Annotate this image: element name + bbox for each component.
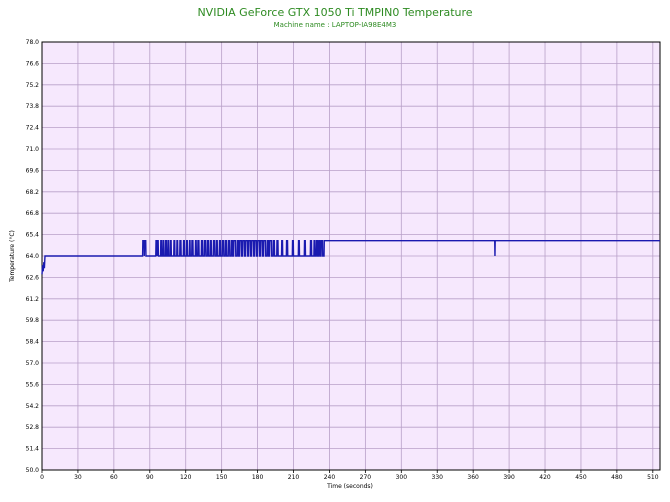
y-tick-label: 66.8: [26, 210, 40, 217]
y-tick-label: 62.6: [26, 274, 40, 281]
gridlines: [41, 41, 660, 471]
chart-subtitle: Machine name : LAPTOP-IA98E4M3: [274, 21, 397, 29]
plot-frame: [41, 41, 661, 471]
y-tick-label: 55.6: [26, 381, 40, 388]
y-tick-label: 68.2: [26, 189, 40, 196]
y-tick-label: 50.0: [26, 467, 40, 474]
y-tick-label: 59.8: [26, 317, 40, 324]
y-tick-label: 71.0: [26, 146, 40, 153]
x-tick-label: 420: [539, 474, 551, 481]
x-tick-label: 90: [146, 474, 154, 481]
x-axis-label: Time (seconds): [326, 483, 373, 490]
x-tick-label: 0: [40, 474, 44, 481]
x-tick-label: 450: [575, 474, 587, 481]
y-tick-label: 65.4: [26, 232, 40, 239]
y-tick-label: 57.0: [26, 360, 40, 367]
x-tick-label: 510: [647, 474, 659, 481]
x-tick-label: 180: [252, 474, 264, 481]
x-tick-label: 330: [432, 474, 444, 481]
x-tick-label: 360: [467, 474, 479, 481]
x-tick-label: 30: [74, 474, 82, 481]
chart-title: NVIDIA GeForce GTX 1050 Ti TMPIN0 Temper…: [197, 6, 472, 19]
temperature-series-line: [41, 240, 660, 275]
y-tick-label: 61.2: [26, 296, 40, 303]
series-group: [41, 240, 660, 275]
x-tick-label: 210: [288, 474, 300, 481]
y-tick-label: 54.2: [26, 403, 40, 410]
x-tick-label: 270: [360, 474, 372, 481]
x-tick-label: 480: [611, 474, 623, 481]
y-tick-label: 51.4: [26, 446, 40, 453]
y-tick-label: 64.0: [26, 253, 40, 260]
x-tick-label: 240: [324, 474, 336, 481]
y-tick-label: 72.4: [26, 125, 40, 132]
x-axis-ticks: 0 30 60 90 120 150 180 210 240 270 300 330 360 390 420…: [40, 470, 659, 481]
y-axis-label: Temperature (°C): [9, 230, 16, 283]
y-tick-label: 69.6: [26, 167, 40, 174]
y-tick-label: 78.0: [26, 39, 40, 46]
x-tick-label: 300: [396, 474, 408, 481]
y-tick-label: 75.2: [26, 82, 40, 89]
y-axis-ticks: 50.0 51.4 52.8 54.2 55.6 57.0 58.4 59.8 61.2 62.6…: [26, 39, 40, 474]
y-tick-label: 76.6: [26, 60, 40, 67]
x-tick-label: 60: [110, 474, 118, 481]
y-tick-label: 73.8: [26, 103, 40, 110]
x-tick-label: 120: [180, 474, 192, 481]
x-tick-label: 150: [216, 474, 228, 481]
x-tick-label: 390: [503, 474, 515, 481]
y-tick-label: 52.8: [26, 424, 40, 431]
y-tick-label: 58.4: [26, 339, 40, 346]
